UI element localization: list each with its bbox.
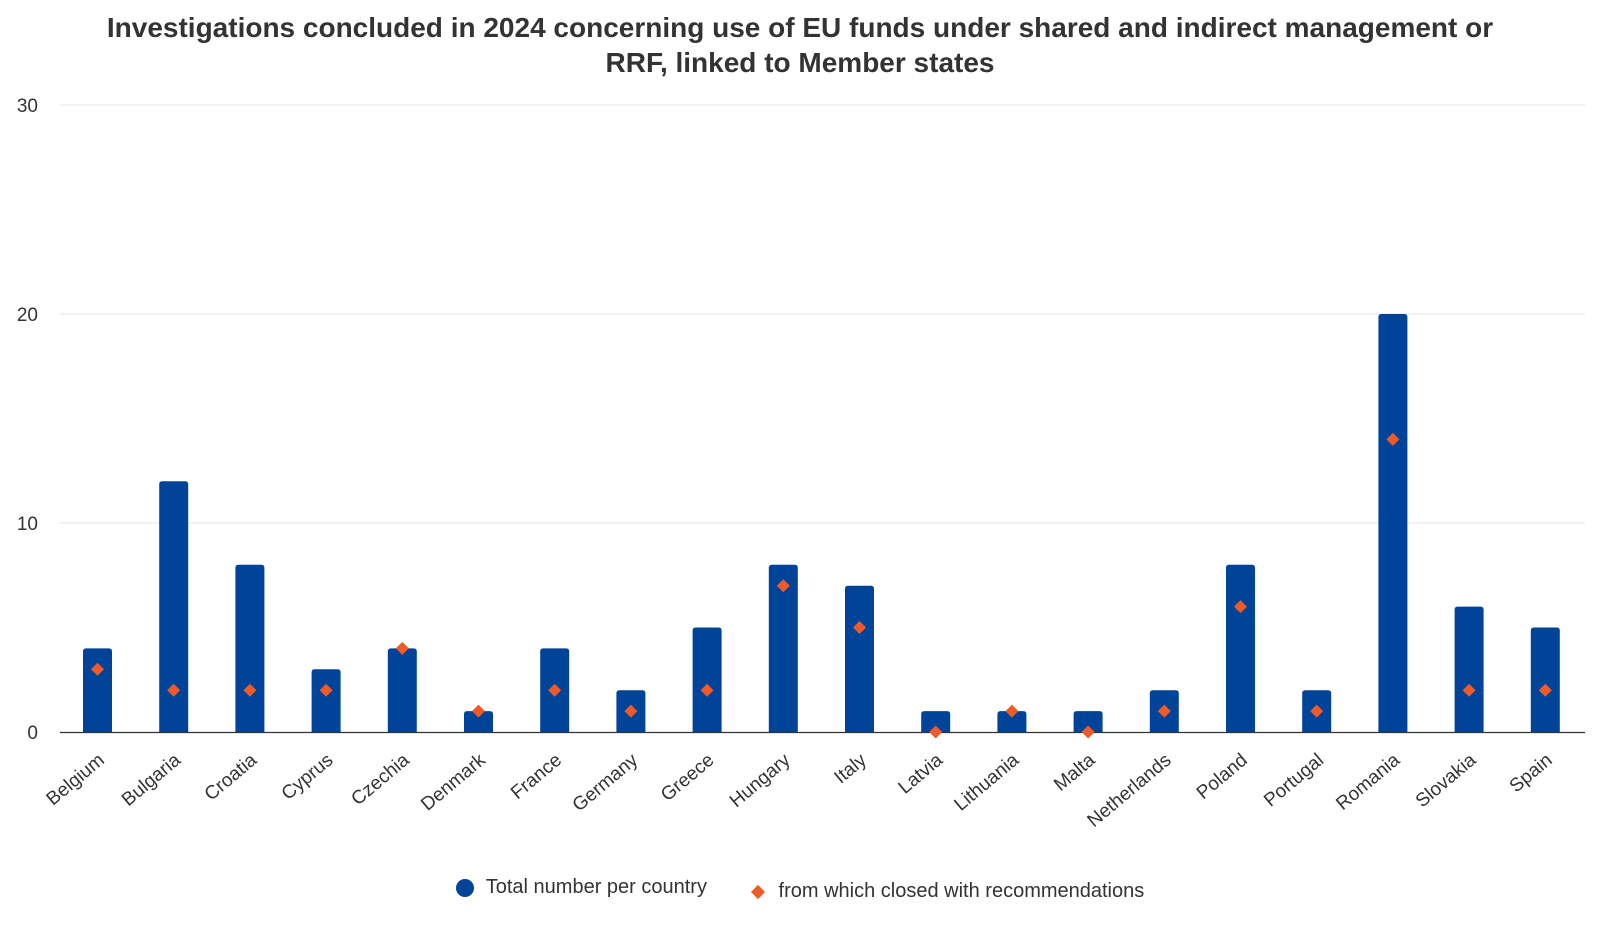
marker-france[interactable] [548,683,562,697]
legend-circle-icon [455,878,474,897]
marker-hungary[interactable] [776,579,790,593]
marker-portugal[interactable] [1310,704,1324,718]
legend-label-total: Total number per country [485,876,707,898]
x-tick-label-latvia: Latvia [895,749,948,798]
bar-czechia[interactable] [387,648,417,732]
marker-romania[interactable] [1386,432,1400,446]
bar-slovakia[interactable] [1454,606,1484,732]
bar-denmark[interactable] [464,711,493,732]
x-tick-label-lithuania: Lithuania [951,749,1024,815]
marker-spain[interactable] [1538,683,1552,697]
x-tick-label-denmark: Denmark [417,749,490,815]
bar-belgium[interactable] [83,648,112,732]
bar-latvia[interactable] [921,711,951,732]
x-tick-label-cyprus: Cyprus [278,750,338,805]
legend: Total number per country from which clos… [0,876,1600,903]
bar-bulgaria[interactable] [159,481,189,732]
x-tick-label-romania: Romania [1332,749,1404,814]
x-tick-label-france: France [507,750,566,804]
x-tick-label-belgium: Belgium [43,750,109,810]
marker-lithuania[interactable] [1005,704,1019,718]
x-tick-label-bulgaria: Bulgaria [118,749,185,810]
marker-greece[interactable] [700,683,714,697]
marker-malta[interactable] [1081,725,1095,739]
x-tick-label-slovakia: Slovakia [1412,749,1481,812]
marker-poland[interactable] [1234,600,1247,614]
bar-malta[interactable] [1073,711,1103,732]
marker-denmark[interactable] [472,704,485,718]
bar-greece[interactable] [692,627,722,733]
y-tick-label-20: 20 [17,305,38,326]
x-tick-label-netherlands: Netherlands [1084,750,1176,832]
marker-bulgaria[interactable] [167,683,181,697]
x-tick-label-poland: Poland [1193,750,1252,804]
bar-croatia[interactable] [235,564,265,732]
marker-netherlands[interactable] [1157,704,1171,718]
marker-germany[interactable] [624,704,638,718]
marker-croatia[interactable] [243,683,257,697]
marker-cyprus[interactable] [319,683,333,697]
x-tick-label-hungary: Hungary [726,749,795,812]
legend-item-total[interactable]: Total number per country [455,876,707,899]
x-tick-label-czechia: Czechia [347,749,413,809]
y-tick-label-0: 0 [27,723,38,744]
x-tick-label-greece: Greece [657,750,718,806]
bar-hungary[interactable] [768,564,798,732]
marker-italy[interactable] [853,621,866,634]
marker-slovakia[interactable] [1462,683,1476,697]
x-tick-label-croatia: Croatia [201,749,262,805]
category-labels: Belgium Bulgaria Croatia Cyprus Czechia Denma… [43,749,1557,831]
gridlines [60,104,1585,524]
y-axis-ticks: 0 10 20 30 [17,96,38,744]
marker-belgium[interactable] [91,662,104,676]
chart-title-line-1: Investigations concluded in 2024 concern… [106,12,1494,43]
y-tick-label-30: 30 [17,96,38,117]
legend-label-recommendations: from which closed with recommendations [778,880,1145,902]
x-tick-label-portugal: Portugal [1260,750,1328,812]
legend-item-recommendations[interactable]: from which closed with recommendations [749,880,1145,903]
bar-romania[interactable] [1378,314,1408,732]
bar-lithuania[interactable] [997,711,1027,732]
chart-title-line-2: RRF, linked to Member states [605,47,995,78]
bar-spain[interactable] [1530,627,1560,733]
y-tick-label-10: 10 [17,514,38,535]
bar-poland[interactable] [1226,564,1255,732]
bar-italy[interactable] [845,585,874,732]
marker-latvia[interactable] [929,725,943,739]
x-tick-label-spain: Spain [1506,750,1557,797]
markers [91,432,1552,739]
bar-cyprus[interactable] [311,669,341,732]
chart-title: Investigations concluded in 2024 concern… [0,10,1600,80]
legend-diamond-icon [750,884,765,899]
x-tick-label-malta: Malta [1050,749,1099,795]
x-tick-label-italy: Italy [831,749,872,788]
bars [83,314,1560,732]
x-tick-label-germany: Germany [569,749,643,816]
marker-czechia[interactable] [395,641,409,655]
